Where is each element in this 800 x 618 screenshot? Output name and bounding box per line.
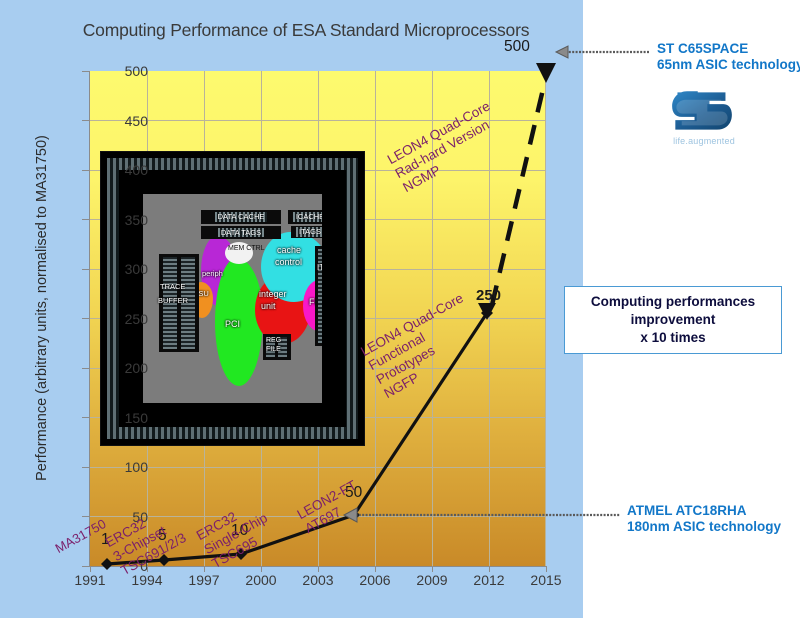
die-label-itags-right: ITAGS (317, 263, 322, 272)
x-tick-2006: 2006 (359, 572, 391, 588)
y-tick-100: 100 (124, 459, 148, 475)
y-tick-500: 500 (124, 63, 148, 79)
callout-box-performance-improvement: Computing performances improvement x 10 … (564, 286, 782, 354)
y-tick-300: 300 (124, 261, 148, 277)
die-label-pci: PCI (225, 319, 241, 329)
y-tick-350: 350 (124, 212, 148, 228)
chip-die-photo: DATA CACHE DATA TAGS ICACHE ITAGS MEM CT… (100, 151, 365, 446)
y-tick-200: 200 (124, 360, 148, 376)
x-tick-2003: 2003 (302, 572, 334, 588)
x-tick-1994: 1994 (131, 572, 163, 588)
die-label-periph: periph (202, 269, 223, 278)
die-label-buffer: BUFFER (158, 296, 188, 305)
callout-st-c65space: ST C65SPACE 65nm ASIC technology (657, 41, 800, 73)
die-label-reg: REG (266, 337, 282, 344)
st-logo-tagline: life.augmented (673, 136, 735, 146)
die-label-itags: ITAGS (296, 227, 322, 237)
point-value-5: 5 (158, 527, 167, 544)
y-axis-title: Performance (arbitrary units, normalised… (34, 135, 50, 481)
die-label-control: control (275, 257, 303, 267)
point-value-50: 50 (345, 484, 363, 501)
x-tick-2000: 2000 (245, 572, 277, 588)
x-tick-1997: 1997 (188, 572, 220, 588)
die-label-data-cache: DATA CACHE (214, 212, 268, 222)
die-label-dsu: DSU (193, 289, 209, 298)
die-label-file: FILE (266, 346, 281, 353)
y-tick-450: 450 (124, 113, 148, 129)
x-tick-2009: 2009 (416, 572, 448, 588)
y-tick-50: 50 (132, 509, 148, 525)
point-value-500: 500 (504, 38, 530, 55)
x-tick-1991: 1991 (74, 572, 106, 588)
x-tick-2012: 2012 (473, 572, 505, 588)
die-label-icache: ICACHE (292, 212, 322, 222)
y-tick-400: 400 (124, 162, 148, 178)
page-title: Computing Performance of ESA Standard Mi… (82, 20, 530, 40)
callout-atmel-atc18rha: ATMEL ATC18RHA 180nm ASIC technology (627, 503, 782, 535)
y-tick-250: 250 (124, 311, 148, 327)
st-logo (672, 91, 732, 130)
die-label-trace: TRACE (160, 282, 186, 291)
y-axis-line (89, 71, 90, 567)
y-tick-150: 150 (124, 410, 148, 426)
point-value-250: 250 (476, 287, 502, 304)
y-tick-0: 0 (140, 558, 148, 574)
die-label-mem: MEM CTRL (228, 245, 265, 252)
point-value-1: 1 (101, 531, 110, 548)
die-label-cache: cache (277, 245, 302, 255)
point-value-10: 10 (231, 522, 249, 539)
x-tick-2015: 2015 (530, 572, 562, 588)
die-label-unit: unit (261, 301, 276, 311)
die-label-data-tags: DATA TAGS (217, 227, 265, 238)
die-label-integer: integer (259, 289, 287, 299)
